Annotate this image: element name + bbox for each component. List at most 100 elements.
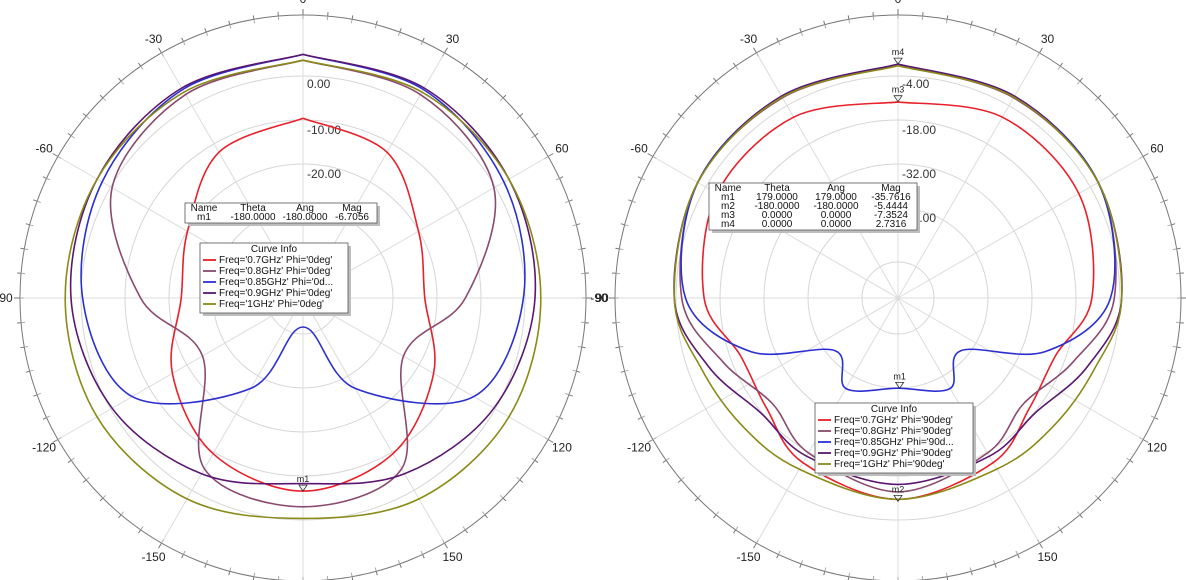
grid-spoke <box>302 297 549 440</box>
angle-tick-inner <box>735 526 739 531</box>
angle-tick <box>204 28 207 33</box>
angle-tick-inner <box>253 572 256 577</box>
angle-tick-inner <box>229 24 232 29</box>
angle-tick <box>1163 394 1168 397</box>
angle-tick <box>375 571 378 576</box>
angle-tick <box>25 370 30 373</box>
radial-label: -32.00 <box>902 167 936 181</box>
grid-spoke <box>652 297 899 440</box>
angle-tick-inner <box>46 177 51 181</box>
angle-tick-inner <box>140 65 144 70</box>
angle-tick-inner <box>1167 369 1172 372</box>
angle-tick <box>52 153 59 157</box>
angle-tick-inner <box>24 248 29 251</box>
angle-tick <box>1097 94 1102 99</box>
marker-label: m1 <box>297 474 310 484</box>
angle-tick <box>82 113 87 117</box>
angle-tick <box>615 346 620 349</box>
radial-label: -18.00 <box>902 123 936 137</box>
table-cell: -35.7616 <box>871 192 911 203</box>
angle-tick-inner <box>680 476 685 481</box>
angle-tick <box>628 199 633 202</box>
angle-label: -90 <box>590 291 608 305</box>
angle-tick-inner <box>735 65 739 70</box>
angle-tick <box>20 247 25 250</box>
angle-tick <box>1154 417 1159 420</box>
angle-tick-inner <box>481 80 486 85</box>
table-cell: 0.0000 <box>762 210 793 221</box>
angle-tick-inner <box>631 200 636 204</box>
table-cell: -180.0000 <box>754 201 799 212</box>
table-cell: 2.7316 <box>876 219 907 230</box>
legend-title: Curve Info <box>251 244 298 255</box>
angle-tick-inner <box>641 415 646 419</box>
angle-tick <box>82 479 87 483</box>
angle-tick-inner <box>57 156 62 159</box>
angle-label: -60 <box>35 142 53 156</box>
angle-tick-inner <box>715 80 720 85</box>
table-cell: m4 <box>721 219 735 230</box>
angle-tick <box>444 47 448 54</box>
angle-tick <box>713 77 717 82</box>
angle-tick-inner <box>85 115 90 120</box>
angle-tick <box>753 47 757 54</box>
angle-tick <box>677 113 682 117</box>
angle-tick-inner <box>46 415 51 419</box>
table-header: Mag <box>342 203 361 214</box>
angle-tick <box>519 479 524 483</box>
angle-tick-inner <box>229 567 232 572</box>
table-cell: m3 <box>721 210 735 221</box>
grid-spoke <box>161 297 304 544</box>
angle-tick-inner <box>499 97 504 102</box>
angle-tick-inner <box>397 560 401 565</box>
angle-label: -30 <box>740 32 758 46</box>
angle-tick-inner <box>800 560 804 565</box>
table-cell: m1 <box>721 192 735 203</box>
marker-label: m1 <box>893 371 906 381</box>
angle-tick-inner <box>1139 437 1144 440</box>
angle-tick <box>568 199 573 202</box>
angle-tick-inner <box>824 24 827 29</box>
angle-tick <box>33 199 38 202</box>
angle-tick-inner <box>140 526 144 531</box>
angle-tick-inner <box>374 24 377 29</box>
angle-tick-inner <box>29 369 34 372</box>
angle-tick <box>399 28 402 33</box>
angle-tick-inner <box>102 97 107 102</box>
angle-tick-inner <box>120 511 125 516</box>
legend-entry: Freq='0.85GHz' Phi='0d... <box>219 277 333 288</box>
angle-tick-inner <box>572 369 577 372</box>
angle-tick <box>662 459 667 464</box>
angle-tick <box>20 346 25 349</box>
angle-tick <box>484 77 488 82</box>
angle-tick <box>1017 554 1020 559</box>
angle-tick <box>399 563 402 568</box>
angle-tick-inner <box>1037 52 1040 57</box>
angle-tick <box>252 15 255 20</box>
marker-triangle <box>893 495 903 503</box>
legend-entry: Freq='0.9GHz' Phi='90deg' <box>834 448 953 459</box>
angle-tick-inner <box>1111 115 1116 120</box>
angle-tick <box>677 479 682 483</box>
angle-tick-inner <box>624 224 629 227</box>
angle-tick-inner <box>652 437 657 440</box>
radial-label: -4.00 <box>902 77 930 91</box>
angle-tick-inner <box>665 457 670 461</box>
table-cell: -6.7056 <box>335 212 369 223</box>
angle-tick-inner <box>756 52 759 57</box>
marker-table <box>184 202 378 224</box>
angle-tick <box>99 497 104 502</box>
table-cell: -5.4444 <box>874 201 908 212</box>
angle-tick <box>1171 370 1176 373</box>
marker-label: m2 <box>892 484 905 494</box>
angle-tick-inner <box>619 248 624 251</box>
angle-tick <box>1176 346 1181 349</box>
table-cell: 0.0000 <box>821 210 852 221</box>
legend-entry: Freq='0.85GHz' Phi='90d... <box>834 437 954 448</box>
angle-tick-inner <box>697 97 702 102</box>
angle-label: 60 <box>555 142 569 156</box>
angle-tick <box>1017 37 1020 42</box>
angle-tick-inner <box>70 135 75 139</box>
table-cell: 179.0000 <box>815 192 857 203</box>
angle-tick-inner <box>102 494 107 499</box>
